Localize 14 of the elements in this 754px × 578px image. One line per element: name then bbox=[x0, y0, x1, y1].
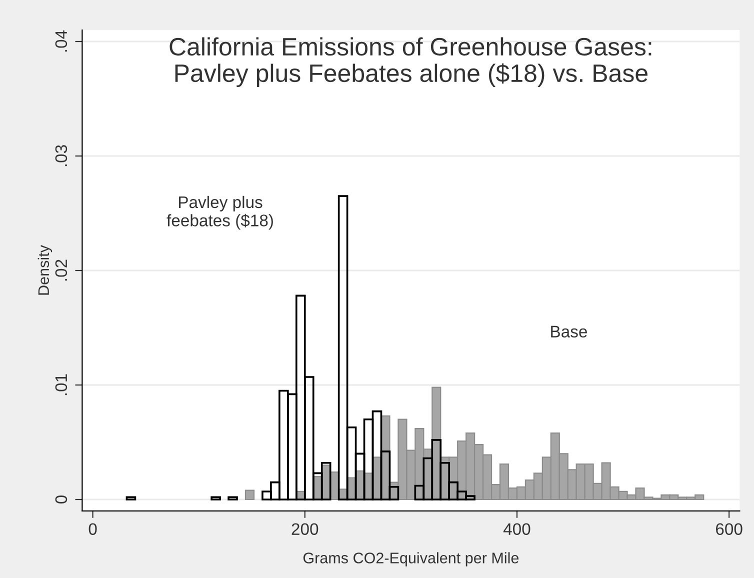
x-tick-label: 400 bbox=[503, 523, 530, 535]
annotation: Pavley plus feebates ($18) bbox=[166, 196, 273, 230]
y-tick-label: 0 bbox=[55, 496, 68, 504]
y-tick-label: .01 bbox=[55, 374, 68, 396]
x-tick-label: 0 bbox=[88, 523, 97, 535]
text: California Emissions of Greenhouse Gases: Pavley plus Feebates alone ($18) vs. Base bbox=[170, 37, 652, 88]
x-axis-title: Grams CO2-Equivalent per Mile bbox=[303, 552, 519, 566]
y-tick-label: .04 bbox=[55, 30, 68, 52]
x-tick-label: 600 bbox=[716, 523, 742, 535]
y-tick-label: .02 bbox=[55, 260, 68, 281]
y-tick-label: .03 bbox=[55, 145, 68, 166]
y-axis-title: Density bbox=[38, 245, 52, 295]
x-tick-label: 200 bbox=[292, 523, 318, 535]
annotation: Base bbox=[551, 326, 587, 338]
